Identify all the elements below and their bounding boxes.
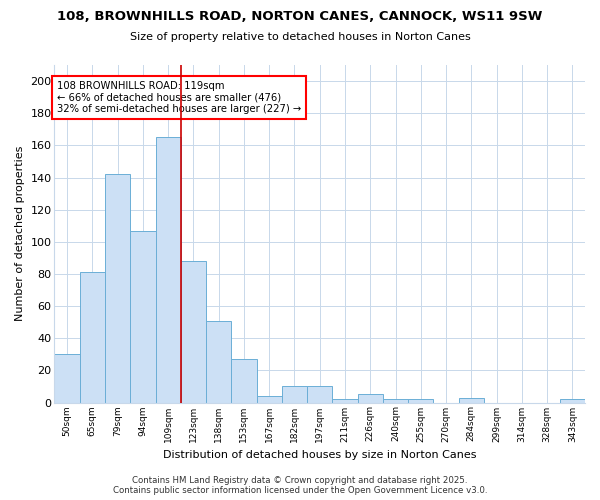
Bar [282, 386, 307, 402]
Bar [130, 230, 155, 402]
Bar [383, 400, 408, 402]
Text: Contains HM Land Registry data © Crown copyright and database right 2025.
Contai: Contains HM Land Registry data © Crown c… [113, 476, 487, 495]
Bar [332, 400, 358, 402]
Bar [560, 400, 585, 402]
Bar [358, 394, 383, 402]
Bar [307, 386, 332, 402]
Text: Size of property relative to detached houses in Norton Canes: Size of property relative to detached ho… [130, 32, 470, 42]
Bar [55, 354, 80, 403]
Bar [155, 138, 181, 402]
Bar [458, 398, 484, 402]
Text: 108 BROWNHILLS ROAD: 119sqm
← 66% of detached houses are smaller (476)
32% of se: 108 BROWNHILLS ROAD: 119sqm ← 66% of det… [57, 81, 301, 114]
Bar [105, 174, 130, 402]
Y-axis label: Number of detached properties: Number of detached properties [15, 146, 25, 322]
Bar [257, 396, 282, 402]
X-axis label: Distribution of detached houses by size in Norton Canes: Distribution of detached houses by size … [163, 450, 476, 460]
Bar [232, 359, 257, 403]
Bar [408, 400, 433, 402]
Text: 108, BROWNHILLS ROAD, NORTON CANES, CANNOCK, WS11 9SW: 108, BROWNHILLS ROAD, NORTON CANES, CANN… [58, 10, 542, 23]
Bar [206, 320, 232, 402]
Bar [181, 261, 206, 402]
Bar [80, 272, 105, 402]
